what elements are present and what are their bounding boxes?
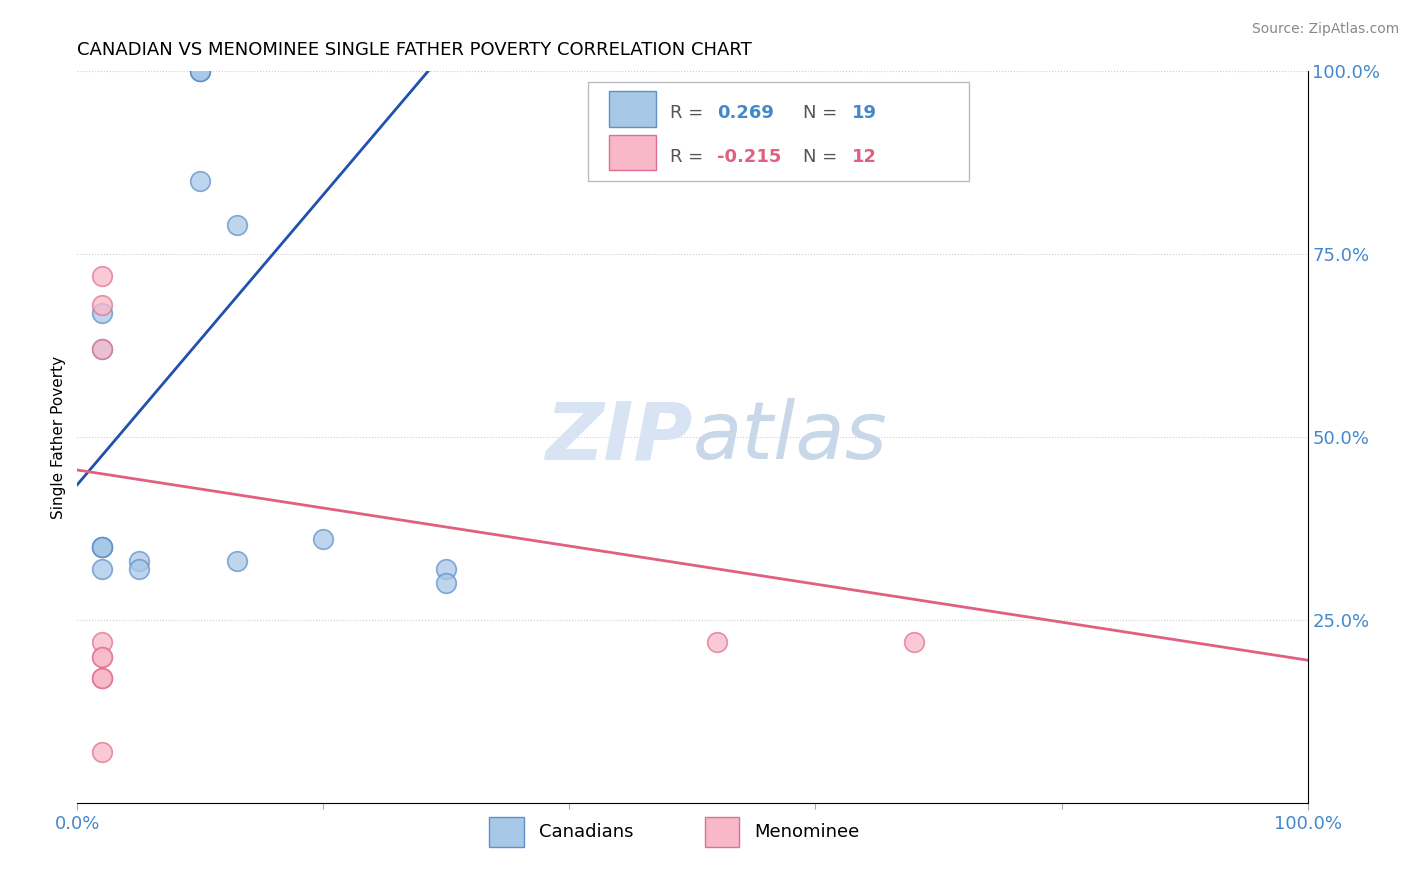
Point xyxy=(128,554,150,568)
Point xyxy=(90,562,114,576)
Point xyxy=(188,64,212,78)
Bar xyxy=(609,92,655,127)
Point xyxy=(226,554,249,568)
Point xyxy=(90,745,114,759)
Text: ZIP: ZIP xyxy=(546,398,693,476)
Point xyxy=(436,576,458,591)
Point xyxy=(90,672,114,686)
Bar xyxy=(489,817,524,847)
Point xyxy=(90,672,114,686)
Point xyxy=(90,540,114,554)
Point xyxy=(188,64,212,78)
Text: 19: 19 xyxy=(852,104,877,122)
FancyBboxPatch shape xyxy=(588,82,969,181)
Text: atlas: atlas xyxy=(693,398,887,476)
Point xyxy=(90,649,114,664)
Text: Menominee: Menominee xyxy=(754,823,859,841)
Point xyxy=(903,635,925,649)
Point xyxy=(226,218,249,232)
Point xyxy=(90,540,114,554)
Point xyxy=(312,533,335,547)
Bar xyxy=(704,817,740,847)
Y-axis label: Single Father Poverty: Single Father Poverty xyxy=(51,356,66,518)
Text: 0.269: 0.269 xyxy=(717,104,773,122)
Text: N =: N = xyxy=(803,104,844,122)
Point xyxy=(90,298,114,312)
Point xyxy=(188,64,212,78)
Text: Source: ZipAtlas.com: Source: ZipAtlas.com xyxy=(1251,22,1399,37)
Point xyxy=(90,540,114,554)
Point xyxy=(188,174,212,188)
Point xyxy=(188,64,212,78)
Text: R =: R = xyxy=(671,148,709,166)
Text: -0.215: -0.215 xyxy=(717,148,782,166)
Point xyxy=(90,306,114,320)
Point xyxy=(90,649,114,664)
Point xyxy=(706,635,728,649)
Point xyxy=(90,635,114,649)
Text: CANADIAN VS MENOMINEE SINGLE FATHER POVERTY CORRELATION CHART: CANADIAN VS MENOMINEE SINGLE FATHER POVE… xyxy=(77,41,752,59)
Point xyxy=(128,562,150,576)
Text: 12: 12 xyxy=(852,148,877,166)
Text: N =: N = xyxy=(803,148,844,166)
Point xyxy=(90,269,114,284)
Bar xyxy=(609,136,655,170)
Point xyxy=(90,672,114,686)
Text: R =: R = xyxy=(671,104,709,122)
Text: Canadians: Canadians xyxy=(538,823,633,841)
Point xyxy=(436,562,458,576)
Point xyxy=(90,540,114,554)
Point xyxy=(90,343,114,357)
Point xyxy=(90,343,114,357)
